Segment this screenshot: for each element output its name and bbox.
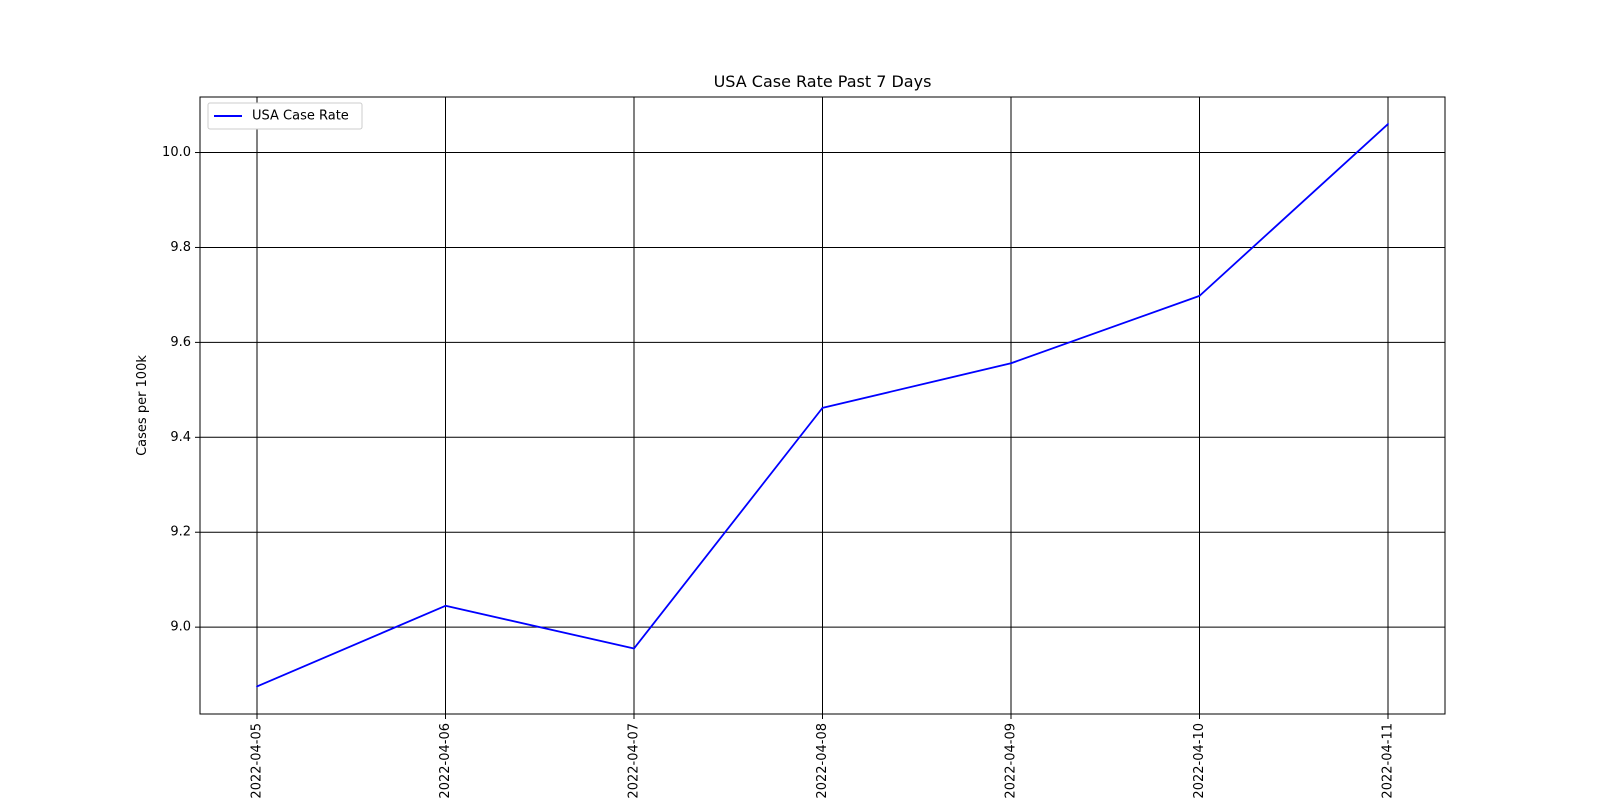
data-point xyxy=(1387,123,1389,125)
x-tick-label: 2022-04-08 xyxy=(815,723,830,799)
x-tick-label: 2022-04-06 xyxy=(438,723,453,799)
y-tick-label: 9.6 xyxy=(170,335,191,350)
y-tick-label: 10.0 xyxy=(162,145,191,160)
tick-layer: 2022-04-05 2022-04-06 2022-04-07 2022-04-08… xyxy=(162,145,1395,799)
grid-layer xyxy=(200,97,1445,714)
chart-title: USA Case Rate Past 7 Days xyxy=(714,72,932,91)
x-tick-label: 2022-04-10 xyxy=(1192,723,1207,799)
legend-box xyxy=(207,102,363,130)
x-tick-label: 2022-04-05 xyxy=(250,723,265,799)
x-tick-label: 2022-04-07 xyxy=(627,723,642,799)
y-tick-label: 9.4 xyxy=(170,430,191,445)
data-point xyxy=(1010,362,1012,365)
data-point xyxy=(256,685,258,688)
data-point xyxy=(633,647,635,650)
y-tick-label: 9.8 xyxy=(170,240,191,255)
y-tick-label: 9.2 xyxy=(170,525,191,540)
y-tick-label: 9.0 xyxy=(170,620,191,635)
data-point xyxy=(821,406,824,409)
y-axis-label: Cases per 100k xyxy=(135,355,150,456)
x-tick-label: 2022-04-11 xyxy=(1381,723,1396,799)
legend: USA Case Rate xyxy=(207,102,363,130)
data-point xyxy=(1198,294,1201,297)
legend-label-usa-case-rate: USA Case Rate xyxy=(252,109,349,124)
data-point xyxy=(444,604,447,607)
x-tick-label: 2022-04-09 xyxy=(1004,723,1019,799)
series-layer xyxy=(256,123,1389,688)
